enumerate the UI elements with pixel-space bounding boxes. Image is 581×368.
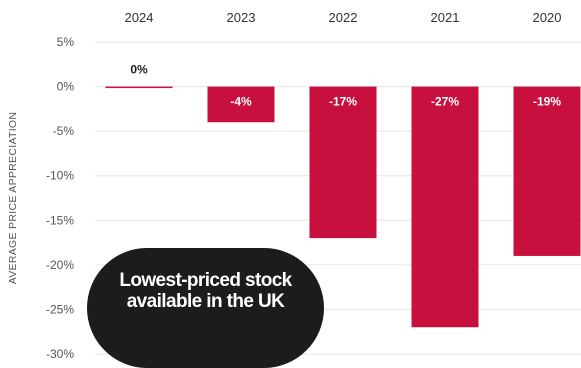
y-axis-title: AVERAGE PRICE APPRECIATION xyxy=(7,112,19,285)
callout-text: Lowest-priced stock available in the UK xyxy=(119,270,292,312)
bars xyxy=(105,86,581,328)
bar xyxy=(513,86,581,256)
data-label: 0% xyxy=(130,63,148,77)
callout-badge: Lowest-priced stock available in the UK xyxy=(87,248,324,368)
data-label: -27% xyxy=(431,95,459,109)
data-label: -19% xyxy=(533,95,561,109)
y-tick-label: 0% xyxy=(57,80,75,94)
y-tick-label: -30% xyxy=(46,347,74,361)
bar xyxy=(411,86,479,328)
y-tick-label: -25% xyxy=(46,302,74,316)
category-label: 2021 xyxy=(431,10,460,25)
bar xyxy=(105,86,173,89)
category-label: 2023 xyxy=(227,10,256,25)
y-tick-label: -10% xyxy=(46,169,74,183)
y-tick-label: -20% xyxy=(46,258,74,272)
category-label: 2024 xyxy=(125,10,154,25)
data-label: -17% xyxy=(329,95,357,109)
bar xyxy=(207,86,275,123)
category-label: 2022 xyxy=(329,10,358,25)
data-label: -4% xyxy=(230,95,252,109)
category-labels: 2024 2023 2022 2021 2020 xyxy=(125,10,562,25)
y-tick-label: -15% xyxy=(46,213,74,227)
data-labels: 0% -4% -17% -27% -19% xyxy=(130,63,561,109)
bar xyxy=(309,86,377,239)
y-tick-label: -5% xyxy=(53,124,75,138)
category-label: 2020 xyxy=(533,10,562,25)
y-tick-labels: 5% 0% -5% -10% -15% -20% -25% -30% xyxy=(46,35,74,361)
y-tick-label: 5% xyxy=(57,35,75,49)
